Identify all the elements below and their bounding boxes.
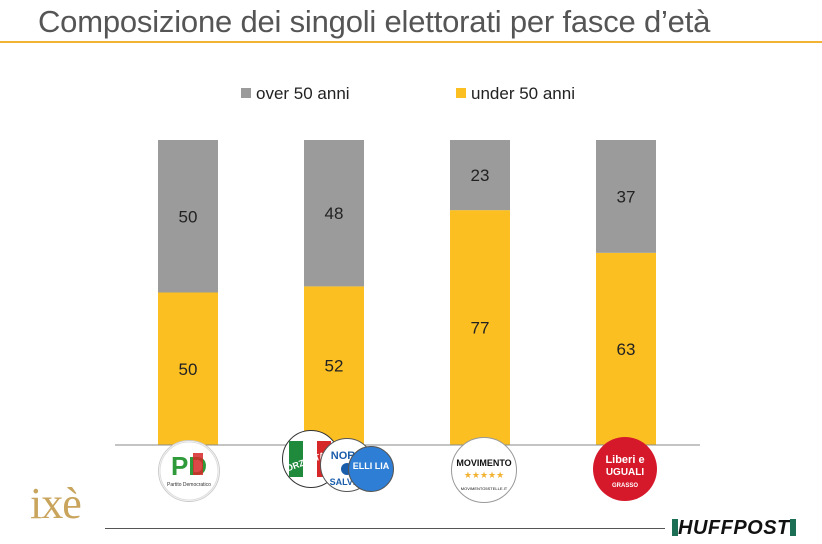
label-over-50-0: 50 (179, 207, 198, 226)
pd-logo: PD Partito Democratico (158, 440, 220, 502)
leu-logo: Liberi e UGUALI GRASSO (593, 437, 657, 501)
label-under-50-0: 50 (179, 360, 198, 379)
ixe-logo: ixè (30, 479, 82, 528)
footer-divider (105, 528, 665, 529)
label-over-50-2: 23 (471, 166, 490, 185)
m5s-logo-caption: MOVIMENTO5STELLE.IT (461, 486, 508, 491)
chart-title: Composizione dei singoli elettorati per … (38, 4, 711, 39)
legend-swatch-0 (241, 88, 251, 98)
fdi-logo-text: ELLI LIA (353, 461, 390, 471)
m5s-stars: ★★★★★ (464, 471, 504, 481)
legend: over 50 anni under 50 anni (241, 84, 575, 103)
huffpost-logo-text: HUFFPOST (678, 517, 790, 539)
bar-under-50-2 (450, 210, 510, 445)
bar-over-50-0 (158, 140, 218, 293)
bar-over-50-2 (450, 140, 510, 211)
bar-under-50-3 (596, 252, 656, 445)
lega-logo-caption: SALVINI (330, 477, 365, 487)
legend-label-0: over 50 anni (256, 84, 350, 103)
label-under-50-3: 63 (617, 340, 636, 359)
label-over-50-1: 48 (325, 204, 344, 223)
fdi-logo: ELLI LIA (348, 446, 394, 492)
leu-logo-caption: GRASSO (612, 483, 638, 489)
bars: 50 50 52 48 77 23 63 37 (158, 140, 656, 445)
leu-logo-line1: Liberi e (605, 454, 644, 466)
label-under-50-2: 77 (471, 319, 490, 338)
label-under-50-1: 52 (325, 357, 344, 376)
centrodestra-logos: FORZA ITALIA NORD SALVINI ELLI LIA (282, 430, 394, 510)
pd-logo-caption: Partito Democratico (167, 482, 211, 488)
legend-swatch-1 (456, 88, 466, 98)
label-over-50-3: 37 (617, 187, 636, 206)
bar-under-50-1 (304, 286, 364, 445)
bar-over-50-1 (304, 140, 364, 287)
m5s-logo-text: MOVIMENTO (456, 458, 511, 468)
legend-label-1: under 50 anni (471, 84, 575, 103)
m5s-logo: MOVIMENTO ★★★★★ MOVIMENTO5STELLE.IT (451, 437, 517, 503)
leu-logo-line2: UGUALI (606, 467, 645, 478)
bar-under-50-0 (158, 292, 218, 445)
bar-over-50-3 (596, 140, 656, 253)
title-underline (0, 41, 822, 43)
huffpost-logo: HUFFPOST (672, 517, 796, 540)
